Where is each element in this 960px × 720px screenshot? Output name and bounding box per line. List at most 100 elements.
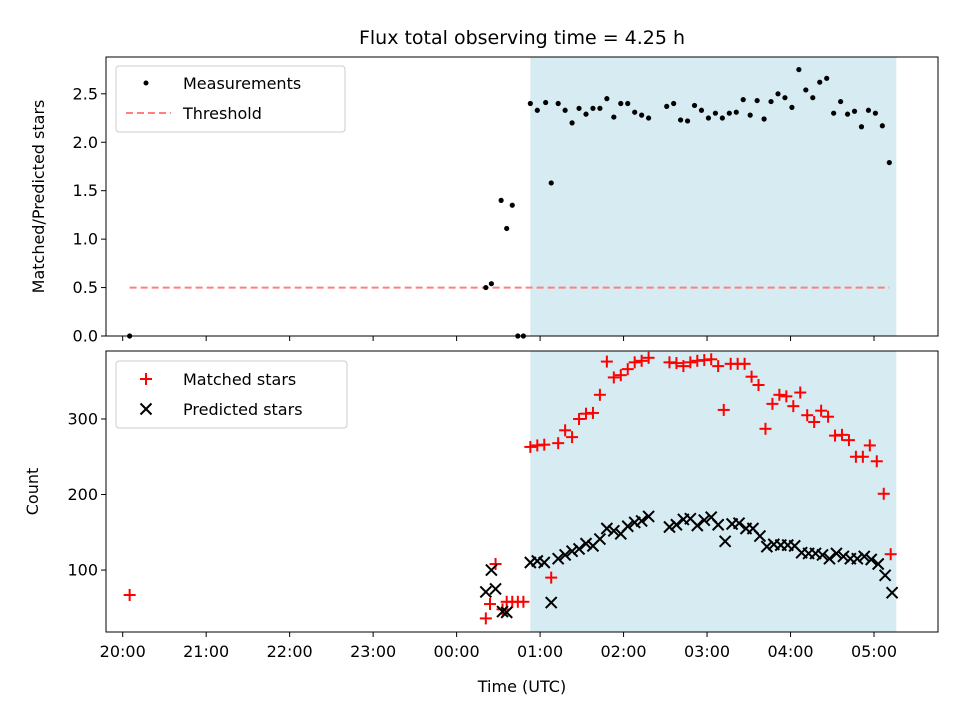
matched-stars-point (635, 354, 648, 367)
observing-window-shade (530, 351, 897, 632)
measurement-point (590, 105, 596, 111)
matched-stars-point (863, 439, 876, 452)
measurement-point (698, 107, 705, 113)
measurement-point (548, 180, 554, 186)
predicted-stars-point-stroke (851, 552, 864, 565)
matched-stars-point (884, 548, 897, 561)
predicted-stars-point-stroke (538, 556, 551, 569)
count-legend: Matched stars Predicted stars (115, 360, 348, 429)
matched-stars-point (670, 357, 683, 370)
predicted-stars-point (663, 520, 676, 534)
predicted-stars-point-stroke (865, 553, 878, 566)
matched-stars-point (836, 428, 848, 441)
matched-stars-point (517, 595, 530, 608)
x-tick-label: 21:00 (183, 642, 229, 661)
matched-stars-point (573, 412, 586, 425)
predicted-stars-point (885, 586, 899, 599)
matched-stars-point (705, 353, 718, 366)
measurement-point (632, 109, 638, 115)
predicted-stars-point (551, 552, 565, 565)
matched-stars-point (684, 356, 697, 369)
matched-stars-point (870, 455, 883, 468)
predicted-stars-point-stroke (635, 514, 648, 528)
matched-stars-point (628, 356, 641, 369)
predicted-stars-point-stroke (885, 586, 899, 599)
measurement-point (488, 281, 494, 287)
measurement-point (527, 100, 533, 107)
predicted-stars-point (565, 544, 579, 558)
predicted-stars-point-stroke (572, 542, 586, 556)
predicted-stars-point-stroke (760, 540, 774, 553)
ratio-panel: 0.0 0.5 1.0 1.5 2.0 2.5 Flux total observing … (29, 27, 939, 346)
ratio-y-ticks: 0.0 0.5 1.0 1.5 2.0 2.5 (73, 84, 106, 346)
measurement-point (886, 159, 892, 166)
measurement-point (705, 115, 712, 121)
predicted-stars-point-stroke (705, 510, 718, 524)
legend-marker-measurements (143, 80, 149, 86)
measurement-point (719, 115, 725, 121)
predicted-stars-point (865, 553, 878, 566)
measurement-point (611, 114, 617, 120)
measurement-point (796, 66, 802, 73)
ratio-legend: Measurements Threshold (115, 65, 346, 133)
predicted-stars-point (858, 550, 871, 563)
measurement-point (664, 103, 670, 110)
measurement-point (775, 91, 781, 97)
predicted-stars-point-stroke (871, 557, 885, 571)
matched-stars-point (766, 397, 779, 410)
predicted-stars-point-stroke (753, 529, 767, 543)
matched-stars-point (566, 431, 579, 444)
matched-stars-point (745, 370, 758, 383)
predicted-stars-point (621, 520, 634, 533)
predicted-stars-point-stroke (565, 544, 579, 558)
measurement-point (555, 100, 561, 107)
measurement-point (504, 225, 510, 232)
matched-stars-point (780, 390, 793, 403)
measurement-point (726, 110, 732, 116)
predicted-stars-point-stroke (485, 563, 498, 577)
predicted-stars-point-stroke (621, 520, 634, 533)
matched-stars-point (545, 571, 558, 584)
measurement-point (691, 102, 698, 109)
predicted-stars-point (732, 517, 746, 530)
matched-stars-point (642, 351, 655, 364)
measurement-point (768, 98, 774, 105)
observing-window-shade (530, 57, 897, 336)
measurement-point (747, 112, 753, 118)
predicted-stars-point (823, 552, 836, 565)
y-tick-label: 2.5 (73, 84, 98, 103)
predicted-stars-point-stroke (642, 510, 655, 523)
predicted-stars-point (711, 518, 725, 531)
chart-title: Flux total observing time = 4.25 h (359, 27, 685, 49)
predicted-stars-point-stroke (732, 517, 746, 530)
measurement-point (509, 202, 515, 208)
predicted-stars-point (698, 513, 711, 527)
x-tick-label: 01:00 (517, 642, 563, 661)
measurement-point (604, 96, 610, 102)
x-tick-label: 03:00 (684, 642, 730, 661)
predicted-stars-point-stroke (545, 596, 558, 609)
predicted-stars-point (500, 606, 513, 619)
predicted-stars-point-stroke (500, 606, 513, 619)
x-tick-label: 22:00 (267, 642, 313, 661)
measurement-point (618, 100, 624, 107)
predicted-stars-point (538, 556, 551, 569)
predicted-stars-point-stroke (607, 524, 621, 537)
matched-stars-point (856, 450, 869, 463)
x-axis-label: Time (UTC) (477, 677, 566, 696)
measurement-point (810, 95, 816, 101)
matched-stars-point (614, 369, 627, 382)
predicted-stars-point (489, 582, 502, 596)
measurement-point (844, 111, 851, 117)
predicted-stars-point-stroke (670, 518, 683, 531)
measurement-point (678, 117, 684, 123)
predicted-stars-point (558, 548, 572, 562)
measurement-point (671, 100, 677, 107)
predicted-stars-point-stroke (496, 605, 509, 618)
matched-stars-point (808, 416, 821, 429)
predicted-stars-point (485, 563, 498, 577)
predicted-stars-point-stroke (816, 548, 829, 562)
count-y-ticks: 100 200 300 (67, 409, 106, 580)
count-legend-frame (115, 360, 348, 429)
measurement-point (803, 87, 809, 93)
